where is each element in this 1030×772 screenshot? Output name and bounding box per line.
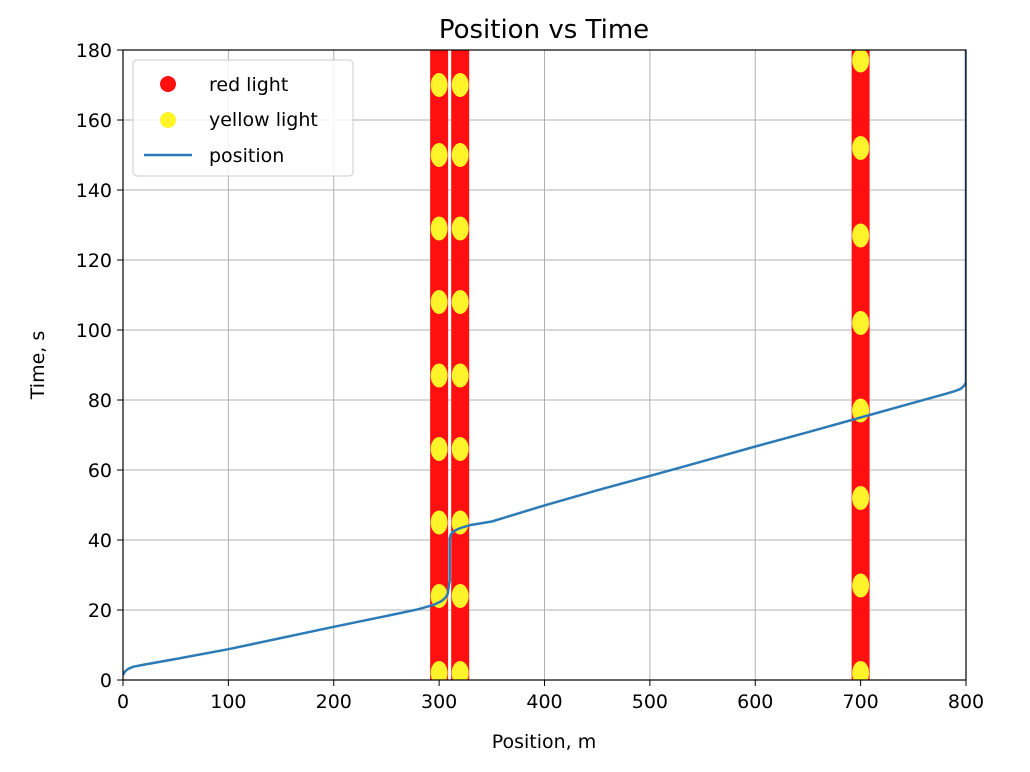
yellow-light-marker: [430, 290, 448, 314]
x-tick-label: 100: [210, 691, 246, 713]
y-tick-label: 20: [88, 600, 112, 622]
yellow-light-marker: [430, 216, 448, 241]
y-tick-label: 60: [88, 460, 112, 482]
yellow-light-marker: [852, 311, 870, 335]
x-tick-label: 400: [526, 691, 562, 713]
yellow-light-marker: [451, 363, 469, 388]
x-axis-label: Position, m: [492, 731, 597, 753]
red-light-marker: [851, 50, 870, 680]
grid: [122, 49, 967, 681]
x-tick-label: 600: [737, 691, 773, 713]
y-axis-label: Time, s: [27, 331, 49, 400]
y-tick-label: 120: [76, 250, 112, 272]
legend-red-light-label: red light: [209, 74, 288, 96]
yellow-light-marker: [451, 290, 469, 314]
x-tick-label: 500: [632, 691, 668, 713]
y-tick-label: 100: [76, 320, 112, 342]
yellow-light-marker: [430, 584, 448, 608]
yellow-light-marker: [852, 136, 870, 160]
y-tick-label: 40: [88, 530, 112, 552]
yellow-light-marker: [852, 486, 870, 510]
chart-title: Position vs Time: [439, 15, 649, 45]
yellow-light-marker: [430, 661, 448, 680]
yellow-light-marker: [430, 510, 448, 535]
legend-yellow-light-label: yellow light: [209, 109, 318, 131]
yellow-light-marker: [430, 73, 448, 97]
y-tick-label: 0: [100, 670, 112, 692]
yellow-light-marker: [451, 143, 469, 167]
x-tick-label: 700: [842, 691, 878, 713]
yellow-light-series: [430, 50, 870, 680]
y-axis-ticks: 0 20 40 60 80 100 120 140 160 180: [76, 40, 123, 692]
y-tick-label: 180: [76, 40, 112, 62]
legend-position-label: position: [209, 145, 284, 167]
yellow-light-marker: [451, 437, 469, 461]
x-tick-label: 800: [948, 691, 984, 713]
x-tick-label: 300: [421, 691, 457, 713]
position-line: [123, 50, 966, 676]
yellow-light-marker: [852, 50, 870, 73]
x-tick-label: 200: [316, 691, 352, 713]
yellow-light-marker: [852, 661, 870, 680]
yellow-light-marker: [451, 510, 469, 535]
legend-box: [132, 59, 354, 177]
y-tick-label: 80: [88, 390, 112, 412]
yellow-light-marker: [430, 143, 448, 167]
yellow-light-marker: [430, 437, 448, 461]
position-series: [123, 50, 966, 676]
x-tick-label: 0: [117, 691, 129, 713]
legend: red light yellow light position: [132, 59, 354, 177]
y-tick-label: 160: [76, 110, 112, 132]
yellow-light-marker: [451, 661, 469, 680]
yellow-light-marker: [852, 223, 870, 248]
yellow-light-marker: [451, 73, 469, 97]
x-axis-ticks: 0 100 200 300 400 500 600 700 800: [117, 680, 984, 713]
legend-yellow-light-marker: [160, 112, 176, 128]
legend-red-light-marker: [160, 76, 176, 92]
yellow-light-marker: [852, 573, 870, 598]
y-tick-label: 140: [76, 180, 112, 202]
yellow-light-marker: [451, 216, 469, 241]
yellow-light-marker: [451, 584, 469, 608]
yellow-light-marker: [430, 363, 448, 388]
